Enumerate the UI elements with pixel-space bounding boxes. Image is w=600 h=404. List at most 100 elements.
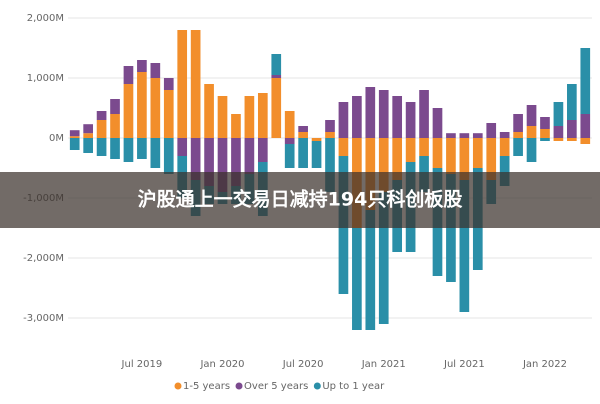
y-tick-label: -3,000M (23, 313, 64, 324)
bar-segment (123, 66, 134, 84)
legend-swatch (235, 382, 243, 390)
bar-segment (580, 114, 591, 138)
bar-segment (338, 102, 349, 138)
legend-label: Up to 1 year (322, 381, 385, 392)
bar-segment (110, 99, 120, 114)
bar-segment (271, 75, 282, 78)
bar-segment (177, 138, 188, 156)
bar-segment (231, 114, 241, 138)
bar-segment (513, 132, 523, 138)
bar-segment (69, 138, 80, 150)
y-tick-label: 1,000M (27, 73, 64, 84)
bar-segment (365, 87, 376, 138)
bar-segment (284, 138, 295, 144)
bar-segment (472, 138, 483, 168)
bar-segment (392, 138, 403, 180)
bar-segment (486, 123, 497, 138)
bar-segment (83, 138, 93, 153)
bar-segment (405, 102, 416, 138)
bar-segment (432, 108, 443, 138)
bar-segment (378, 138, 389, 192)
bar-segment (163, 78, 174, 90)
bar-segment (567, 84, 577, 120)
bar-segment (244, 96, 255, 138)
bar-segment (110, 114, 120, 138)
bar-segment (110, 138, 120, 159)
bar-segment (311, 138, 322, 141)
bar-segment (298, 138, 308, 168)
bar-segment (499, 132, 510, 138)
legend-swatch (174, 382, 182, 390)
bar-segment (177, 30, 188, 138)
bar-segment (257, 138, 268, 162)
y-tick-label: 0M (49, 133, 64, 144)
bar-segment (526, 105, 537, 126)
bar-segment (190, 30, 201, 138)
legend-swatch (313, 382, 321, 390)
x-tick-label: Jul 2020 (282, 359, 324, 370)
bar-segment (96, 120, 107, 138)
legend-label: 1-5 years (183, 381, 230, 392)
bar-segment (446, 138, 456, 174)
bar-segment (540, 117, 550, 129)
bar-segment (325, 120, 335, 132)
bar-segment (123, 84, 134, 138)
bar-segment (231, 138, 241, 186)
bar-segment (137, 60, 147, 72)
bar-segment (217, 138, 228, 192)
bar-segment (499, 156, 510, 186)
bar-segment (83, 133, 93, 138)
bar-segment (567, 120, 577, 138)
x-tick-label: Jul 2019 (121, 359, 163, 370)
x-tick-label: Jan 2021 (361, 359, 406, 370)
bar-segment (96, 111, 107, 120)
bar-segment (580, 48, 591, 114)
bar-segment (459, 180, 470, 312)
bar-segment (150, 78, 161, 138)
bar-segment (365, 210, 376, 330)
banner (0, 172, 600, 228)
bar-segment (284, 144, 295, 168)
bar-segment (432, 138, 443, 168)
bar-segment (378, 192, 389, 324)
bar-segment (271, 78, 282, 138)
bar-segment (204, 138, 214, 186)
bar-segment (513, 138, 523, 156)
bar-segment (163, 90, 174, 138)
banner-text: 沪股通上一交易日减持194只科创板股 (138, 188, 463, 211)
bar-segment (69, 136, 80, 138)
bar-segment (190, 138, 201, 180)
bar-segment (419, 90, 429, 138)
x-tick-label: Jan 2022 (522, 359, 567, 370)
bar-segment (150, 63, 161, 78)
bar-segment (150, 138, 161, 168)
bar-segment (338, 138, 349, 156)
y-tick-label: 2,000M (27, 13, 64, 24)
bar-segment (284, 111, 295, 138)
bar-segment (459, 133, 470, 138)
bar-segment (298, 126, 308, 132)
bar-segment (553, 102, 564, 126)
bar-segment (137, 138, 147, 159)
bar-segment (499, 138, 510, 156)
bar-segment (526, 138, 537, 162)
bar-segment (163, 138, 174, 174)
bar-segment (271, 54, 282, 75)
bar-segment (567, 138, 577, 141)
bar-segment (352, 228, 362, 330)
x-tick-label: Jan 2020 (199, 359, 244, 370)
bar-segment (69, 130, 80, 137)
legend-label: Over 5 years (244, 381, 308, 392)
bar-segment (405, 138, 416, 162)
bar-segment (244, 138, 255, 174)
bar-segment (311, 141, 322, 168)
y-tick-label: -2,000M (23, 253, 64, 264)
bar-segment (137, 72, 147, 138)
bar-segment (257, 93, 268, 138)
bar-segment (204, 84, 214, 138)
bar-segment (419, 138, 429, 156)
bar-segment (217, 96, 228, 138)
bar-segment (325, 132, 335, 138)
bar-segment (392, 96, 403, 138)
bar-segment (540, 129, 550, 138)
